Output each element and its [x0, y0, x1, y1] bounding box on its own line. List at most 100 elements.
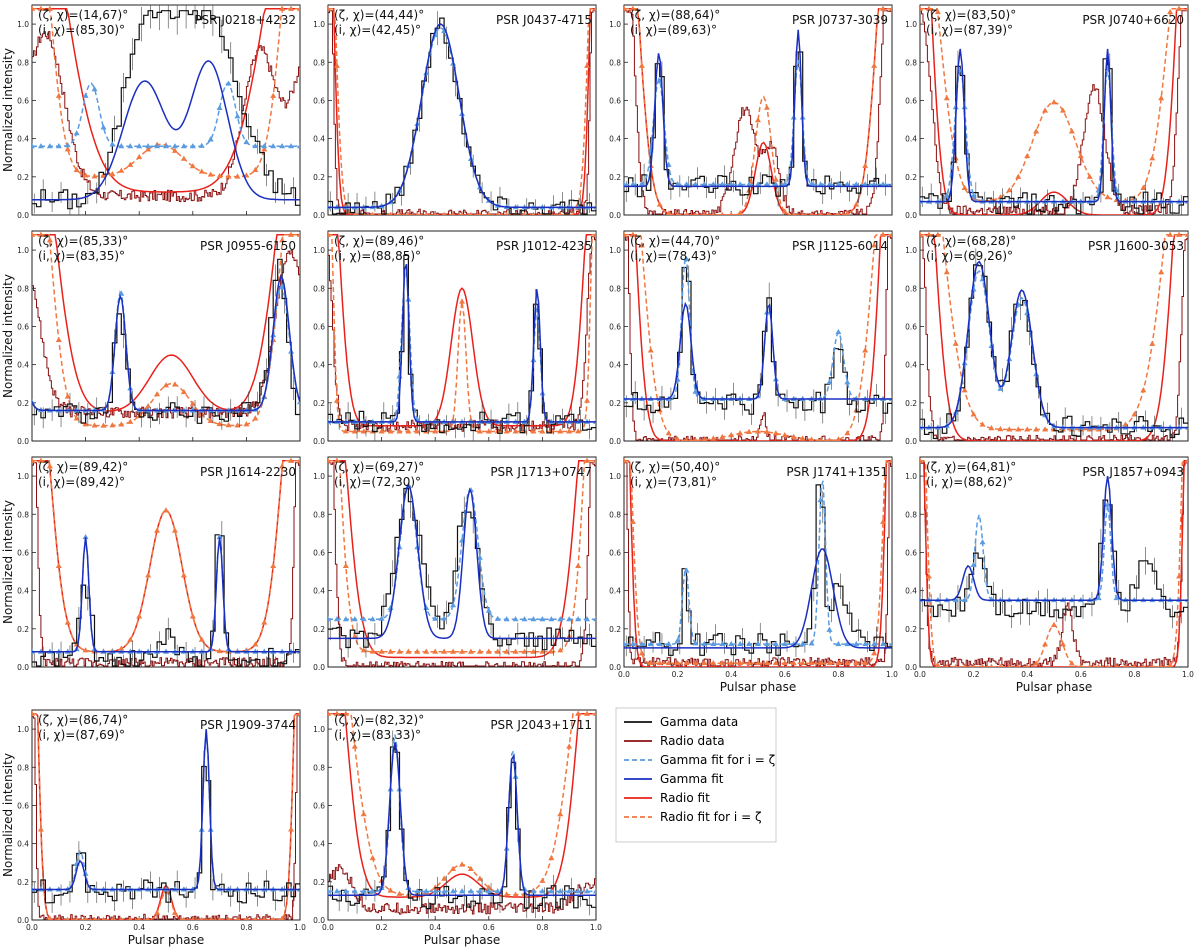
radio-fit-iz-marker	[971, 663, 976, 667]
radio-fit-iz-marker	[584, 457, 591, 463]
gamma-fit-iz-marker	[826, 379, 833, 385]
radio-fit-iz-marker	[288, 5, 295, 11]
panel-angle-zeta-chi: (ζ, χ)=(64,81)°	[926, 460, 1016, 474]
gamma-fit-iz-marker	[154, 143, 161, 149]
panel-title: PSR J1713+0747	[490, 465, 592, 479]
gamma-fit-iz-marker	[180, 143, 187, 149]
radio-fit-iz-marker	[82, 172, 89, 178]
plot-area	[328, 231, 596, 441]
gamma-fit-iz-marker	[755, 181, 761, 187]
radio-fit-iz-marker	[1077, 152, 1084, 159]
radio-fit-iz-marker	[844, 210, 850, 215]
radio-fit-curve	[624, 234, 892, 441]
gamma-fit-iz-marker	[459, 888, 465, 894]
radio-fit-iz-marker	[809, 211, 814, 215]
gamma-fit-iz-marker	[728, 181, 735, 187]
radio-fit-iz-marker	[189, 163, 196, 169]
legend-label-radio-fit: Radio fit	[660, 791, 710, 805]
radio-fit-iz-marker	[297, 710, 300, 716]
gamma-fit-iz-marker	[853, 181, 860, 187]
radio-fit-iz-marker	[297, 5, 300, 11]
gamma-fit-iz-marker	[647, 640, 654, 647]
y-tick-label: 0.2	[609, 625, 621, 634]
plot-area	[624, 457, 892, 667]
radio-fit-iz-marker	[835, 659, 842, 666]
radio-fit-iz-marker	[512, 428, 519, 434]
x-tick-label: 0.6	[779, 670, 791, 679]
radio-fit-iz-marker	[190, 916, 195, 920]
gamma-fit-iz-marker	[485, 888, 492, 894]
y-tick-label: 0.0	[17, 211, 29, 220]
radio-fit-iz-marker	[575, 710, 582, 716]
radio-fit-iz-marker	[943, 95, 950, 101]
radio-fit-iz-marker	[234, 422, 241, 428]
radio-fit-iz-marker	[83, 916, 88, 920]
gamma-fit-iz-marker	[817, 496, 824, 503]
radio-fit-iz-marker	[333, 710, 340, 716]
radio-fit-curve	[920, 234, 1188, 441]
panel-psrj0955-6150: 0.0 0.2 0.4 0.6 0.8 1.0 Normalized intensity (ζ…	[1, 230, 301, 446]
radio-fit-iz-marker	[818, 437, 823, 441]
plot-area	[920, 231, 1188, 441]
panel-angle-zeta-chi: (ζ, χ)=(44,70)°	[630, 234, 720, 248]
gamma-fit-iz-marker	[485, 607, 492, 613]
radio-fit-iz-marker	[647, 347, 654, 353]
y-tick-label: 0.2	[17, 625, 29, 634]
gamma-fit-iz-marker	[746, 181, 753, 187]
radio-fit-iz-marker	[136, 153, 143, 160]
gamma-fit-iz-marker	[207, 136, 214, 142]
gamma-fit-iz-marker	[880, 640, 887, 647]
y-tick-label: 1.0	[609, 246, 621, 255]
radio-fit-iz-marker	[252, 415, 259, 421]
radio-fit-iz-marker	[207, 417, 214, 424]
gamma-fit-iz-marker	[351, 888, 358, 894]
y-tick-label: 0.6	[313, 548, 325, 557]
radio-fit-iz-marker	[1158, 269, 1165, 275]
y-tick-label: 0.6	[313, 801, 325, 810]
gamma-fit-iz-marker	[853, 640, 860, 647]
radio-fit-iz-marker	[360, 428, 367, 434]
radio-fit-iz-marker	[405, 428, 412, 434]
radio-fit-iz-marker	[333, 457, 340, 463]
radio-fit-iz-marker	[1087, 663, 1092, 667]
radio-fit-iz-marker	[128, 916, 133, 920]
y-tick-label: 0.8	[905, 58, 917, 67]
y-tick-label: 0.0	[313, 437, 325, 446]
radio-data-curve	[328, 864, 596, 915]
radio-fit-iz-marker	[450, 648, 457, 654]
radio-fit-iz-marker	[781, 432, 788, 438]
radio-fit-iz-marker	[1176, 5, 1183, 11]
gamma-fit-iz-marker	[378, 615, 385, 621]
radio-fit-iz-marker	[1033, 128, 1040, 134]
radio-fit-iz-marker	[693, 211, 698, 215]
radio-fit-iz-marker	[1105, 663, 1110, 667]
gamma-fit-iz-marker	[656, 640, 663, 647]
radio-fit-iz-marker	[137, 916, 142, 920]
gamma-fit-iz-marker	[701, 640, 708, 647]
gamma-fit-iz-marker	[530, 616, 537, 622]
radio-fit-iz-marker	[809, 436, 815, 441]
y-tick-label: 0.8	[905, 510, 917, 519]
gamma-fit-iz-marker	[198, 142, 205, 148]
gamma-fit-iz-marker	[638, 640, 645, 647]
gamma-fit-iz-marker	[333, 888, 340, 894]
radio-fit-iz-marker	[46, 5, 53, 11]
gamma-fit-iz-marker	[216, 104, 223, 111]
gamma-fit-iz-marker	[844, 181, 851, 187]
gamma-fit-iz-marker	[746, 640, 753, 647]
radio-fit-iz-marker	[729, 211, 734, 215]
y-tick-label: 0.8	[313, 284, 325, 293]
radio-fit-iz-marker	[37, 457, 44, 463]
radio-fit-iz-marker	[737, 209, 744, 215]
radio-data-curve	[328, 10, 596, 215]
radio-fit-iz-marker	[504, 211, 509, 215]
radio-fit-iz-marker	[110, 916, 115, 920]
gamma-fit-iz-marker	[100, 124, 107, 130]
x-tick-label: 0.6	[187, 923, 199, 932]
radio-fit-iz-marker	[889, 5, 892, 11]
gamma-fit-iz-marker	[328, 616, 331, 622]
radio-fit-iz-marker	[818, 211, 823, 215]
x-tick-label: 0.0	[322, 923, 334, 932]
radio-fit-iz-marker	[119, 916, 124, 920]
radio-fit-curve	[920, 8, 1188, 215]
